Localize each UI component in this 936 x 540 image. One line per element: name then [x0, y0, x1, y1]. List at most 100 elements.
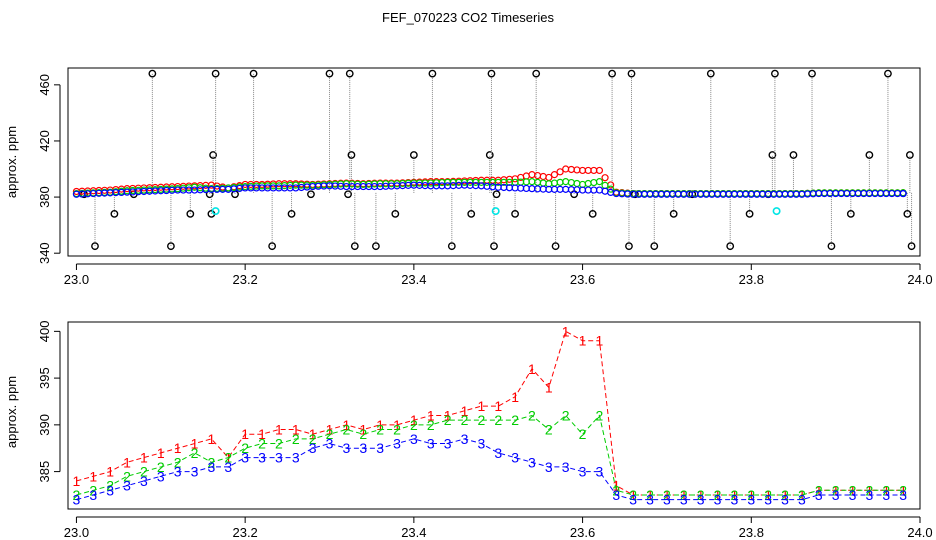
bottom-series-2-point-label: 2 — [292, 431, 300, 447]
bottom-series-1-point-label: 1 — [747, 487, 755, 503]
top-outlier-point — [110, 210, 119, 218]
bottom-series-2-point-label: 2 — [275, 436, 283, 452]
bottom-series-1-point-label: 1 — [562, 323, 570, 339]
bottom-x-tick-label: 24.0 — [907, 525, 932, 540]
chart-title: FEF_070223 CO2 Timeseries — [382, 10, 554, 25]
top-cyan-point — [772, 207, 781, 216]
bottom-series-1-point-label: 1 — [106, 464, 114, 480]
top-outlier-point — [905, 151, 914, 159]
bottom-series-2-point-label: 2 — [697, 487, 705, 503]
top-outlier-point — [186, 210, 195, 218]
top-outlier-point — [467, 210, 476, 218]
bottom-series-3-point-label: 3 — [89, 487, 97, 503]
bottom-series-2-point-label: 2 — [747, 487, 755, 503]
bottom-series-3-point-label: 3 — [326, 436, 334, 452]
top-panel: approx. ppm 23.0 23.2 23.4 23.6 23.8 24.0 340… — [4, 67, 933, 287]
bottom-series-1-point-label: 1 — [73, 473, 81, 489]
bottom-series-3-point-label: 3 — [714, 492, 722, 508]
top-outlier-point — [492, 190, 501, 199]
bottom-series-2-point-label: 2 — [511, 412, 519, 428]
top-outlier-point — [428, 69, 437, 78]
bottom-series-1-point-label: 1 — [191, 436, 199, 452]
bottom-series-3-point-label: 3 — [106, 482, 114, 498]
bottom-series-1-point-label: 1 — [89, 468, 97, 484]
top-outlier-point — [768, 151, 777, 159]
bottom-series-3-point-label: 3 — [444, 436, 452, 452]
bottom-series-2-point-label: 2 — [832, 482, 840, 498]
bottom-series-3-point-label: 3 — [663, 492, 671, 508]
bottom-series-2-point-label: 2 — [899, 482, 907, 498]
bottom-series-3-point-label: 3 — [123, 478, 131, 494]
bottom-series-1-point-label: 1 — [140, 450, 148, 466]
top-outlier-point — [249, 69, 258, 78]
top-series-1-point — [595, 166, 604, 175]
bottom-series-1-point-label: 1 — [579, 333, 587, 349]
bottom-series-3-point-label: 3 — [309, 440, 317, 456]
top-outlier-point — [608, 69, 616, 78]
bottom-series-1-point-label: 1 — [798, 487, 806, 503]
bottom-series-1-point-label: 1 — [376, 417, 384, 433]
bottom-series-3-point-label: 3 — [562, 459, 570, 475]
top-series-1-point — [533, 171, 542, 180]
bottom-series-2-point-label: 2 — [191, 445, 199, 461]
top-outlier-point — [287, 210, 296, 218]
top-plot-frame — [67, 67, 921, 257]
top-outlier-point — [808, 69, 816, 78]
top-y-tick-label: 460 — [37, 74, 52, 96]
top-outlier-point — [588, 210, 597, 218]
bottom-series-1-point-label: 1 — [410, 412, 418, 428]
bottom-series-3-point-label: 3 — [376, 440, 384, 456]
bottom-series-1-point-label: 1 — [157, 445, 165, 461]
top-outlier-point — [688, 190, 697, 199]
bottom-series-3-point-label: 3 — [865, 487, 873, 503]
bottom-series-3-point-label: 3 — [258, 450, 266, 466]
bottom-series-3-point-label: 3 — [157, 468, 165, 484]
top-outlier-point — [167, 242, 175, 251]
top-series-3-point — [899, 189, 907, 198]
bottom-series-1-point-label: 1 — [241, 426, 249, 442]
bottom-series-2-point-label: 2 — [882, 482, 890, 498]
bottom-series-3-point-label: 3 — [208, 459, 216, 475]
bottom-series-3-point-label: 3 — [410, 431, 418, 447]
bottom-series-2-point-label: 2 — [427, 417, 435, 433]
bottom-series-3-point-label: 3 — [545, 459, 553, 475]
top-x-axis: 23.0 23.2 23.4 23.6 23.8 24.0 — [64, 263, 933, 287]
bottom-series-2-point-label: 2 — [545, 422, 553, 438]
top-series-2-point — [584, 179, 592, 188]
bottom-series-3-point-label: 3 — [899, 487, 907, 503]
bottom-series-2-point-label: 2 — [89, 482, 97, 498]
bottom-series-1-point-label: 1 — [174, 440, 182, 456]
bottom-series-1-point-label: 1 — [781, 487, 789, 503]
bottom-series-2-point-label: 2 — [174, 454, 182, 470]
bottom-series-3-point-label: 3 — [612, 487, 620, 503]
bottom-series-2-point-label: 2 — [562, 408, 570, 424]
bottom-series-2-point-label: 2 — [208, 454, 216, 470]
bottom-series-3-point-label: 3 — [629, 492, 637, 508]
bottom-series-3-point-label: 3 — [461, 431, 469, 447]
bottom-series-1-point-label: 1 — [208, 431, 216, 447]
bottom-series-3-point-label: 3 — [832, 487, 840, 503]
top-y-tick-label: 340 — [37, 242, 52, 264]
bottom-series-2-point-label: 2 — [73, 487, 81, 503]
bottom-x-tick-label: 23.6 — [570, 525, 595, 540]
top-outlier-point — [551, 242, 560, 251]
top-series-2-point — [590, 178, 598, 187]
top-outlier-point — [231, 190, 239, 199]
top-outlier-point — [485, 151, 494, 159]
bottom-series-2-point-label: 2 — [309, 431, 317, 447]
top-outlier-point — [827, 242, 836, 251]
bottom-series-1-point-label: 1 — [258, 426, 266, 442]
bottom-series-1-point-label: 1 — [545, 379, 553, 395]
bottom-series-2-point-label: 2 — [477, 412, 485, 428]
top-x-tick-label: 23.8 — [739, 272, 764, 287]
bottom-series-1-point-label: 1 — [393, 417, 401, 433]
bottom-series-3-point-label: 3 — [275, 450, 283, 466]
bottom-series-3-point-label: 3 — [579, 464, 587, 480]
bottom-series-3-point-label: 3 — [798, 492, 806, 508]
bottom-series-2-point-label: 2 — [528, 408, 536, 424]
bottom-series-3-point-label: 3 — [680, 492, 688, 508]
top-outlier-point — [771, 69, 779, 78]
bottom-series-3-point-label: 3 — [731, 492, 739, 508]
bottom-series-1-point-label: 1 — [427, 408, 435, 424]
bottom-series-2-point-label: 2 — [258, 436, 266, 452]
